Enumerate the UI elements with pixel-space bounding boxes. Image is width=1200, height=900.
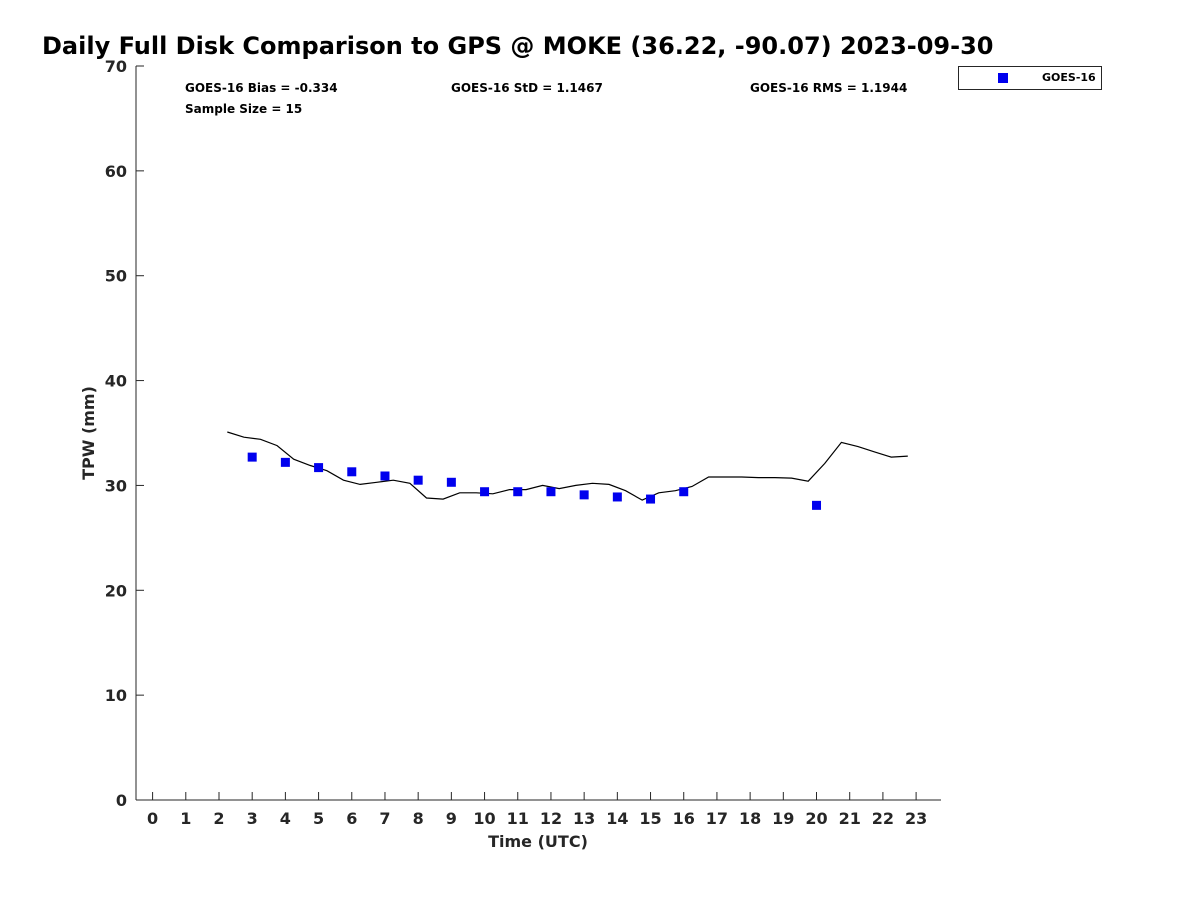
series-points bbox=[247, 452, 822, 510]
gps-line bbox=[227, 431, 908, 501]
sample-size-stat: Sample Size = 15 bbox=[185, 102, 302, 116]
goes16-point bbox=[247, 452, 257, 462]
x-tick-label: 6 bbox=[346, 809, 357, 828]
x-tick-label: 12 bbox=[540, 809, 562, 828]
x-tick-label: 0 bbox=[147, 809, 158, 828]
goes16-point bbox=[347, 467, 357, 477]
x-tick-label: 5 bbox=[313, 809, 324, 828]
x-tick-label: 15 bbox=[639, 809, 661, 828]
x-tick-label: 11 bbox=[507, 809, 529, 828]
x-tick-label: 8 bbox=[413, 809, 424, 828]
goes16-point bbox=[380, 471, 390, 481]
goes16-point bbox=[812, 500, 822, 510]
x-tick-label: 4 bbox=[280, 809, 291, 828]
x-tick-label: 1 bbox=[180, 809, 191, 828]
goes16-point bbox=[280, 457, 290, 467]
y-tick-label: 20 bbox=[105, 581, 127, 600]
legend-marker bbox=[998, 73, 1008, 83]
x-tick-label: 2 bbox=[213, 809, 224, 828]
legend: GOES-16 bbox=[958, 66, 1102, 90]
chart-title: Daily Full Disk Comparison to GPS @ MOKE… bbox=[42, 32, 993, 60]
y-tick-label: 10 bbox=[105, 686, 127, 705]
rms-stat: GOES-16 RMS = 1.1944 bbox=[750, 81, 907, 95]
legend-label: GOES-16 bbox=[1042, 71, 1096, 84]
bias-stat: GOES-16 Bias = -0.334 bbox=[185, 81, 338, 95]
y-tick-label: 70 bbox=[105, 57, 127, 76]
axes bbox=[135, 66, 941, 801]
x-tick-label: 21 bbox=[839, 809, 861, 828]
x-tick-label: 10 bbox=[473, 809, 495, 828]
x-tick-label: 18 bbox=[739, 809, 761, 828]
x-tick-label: 3 bbox=[247, 809, 258, 828]
goes16-point bbox=[446, 477, 456, 487]
goes16-point bbox=[579, 490, 589, 500]
std-stat: GOES-16 StD = 1.1467 bbox=[451, 81, 603, 95]
x-tick-label: 19 bbox=[772, 809, 794, 828]
y-axis-label: TPW (mm) bbox=[79, 386, 98, 480]
y-tick-label: 30 bbox=[105, 476, 127, 495]
x-tick-label: 14 bbox=[606, 809, 628, 828]
x-axis-label: Time (UTC) bbox=[488, 832, 588, 851]
x-tick-label: 17 bbox=[706, 809, 728, 828]
x-tick-label: 22 bbox=[872, 809, 894, 828]
goes16-point bbox=[480, 487, 490, 497]
y-tick-label: 50 bbox=[105, 267, 127, 286]
x-tick-label: 23 bbox=[905, 809, 927, 828]
goes16-point bbox=[413, 475, 423, 485]
x-tick-label: 13 bbox=[573, 809, 595, 828]
series-line bbox=[227, 431, 908, 501]
x-ticks: 0 1 2 3 4 5 6 7 8 9 10 11 12 13 14 15 16 17 18 19 20 21 22 23 bbox=[147, 792, 927, 828]
x-tick-label: 20 bbox=[805, 809, 827, 828]
x-tick-label: 7 bbox=[379, 809, 390, 828]
y-tick-label: 0 bbox=[116, 791, 127, 810]
y-tick-label: 60 bbox=[105, 162, 127, 181]
goes16-point bbox=[513, 487, 523, 497]
legend-box bbox=[958, 66, 1102, 90]
x-tick-label: 16 bbox=[673, 809, 695, 828]
y-ticks: 0 10 20 30 40 50 60 70 bbox=[105, 57, 144, 810]
y-tick-label: 40 bbox=[105, 372, 127, 391]
goes16-point bbox=[314, 463, 324, 473]
x-tick-label: 9 bbox=[446, 809, 457, 828]
goes16-point bbox=[646, 494, 656, 504]
goes16-point bbox=[679, 487, 689, 497]
goes16-point bbox=[546, 487, 556, 497]
goes16-point bbox=[612, 492, 622, 502]
